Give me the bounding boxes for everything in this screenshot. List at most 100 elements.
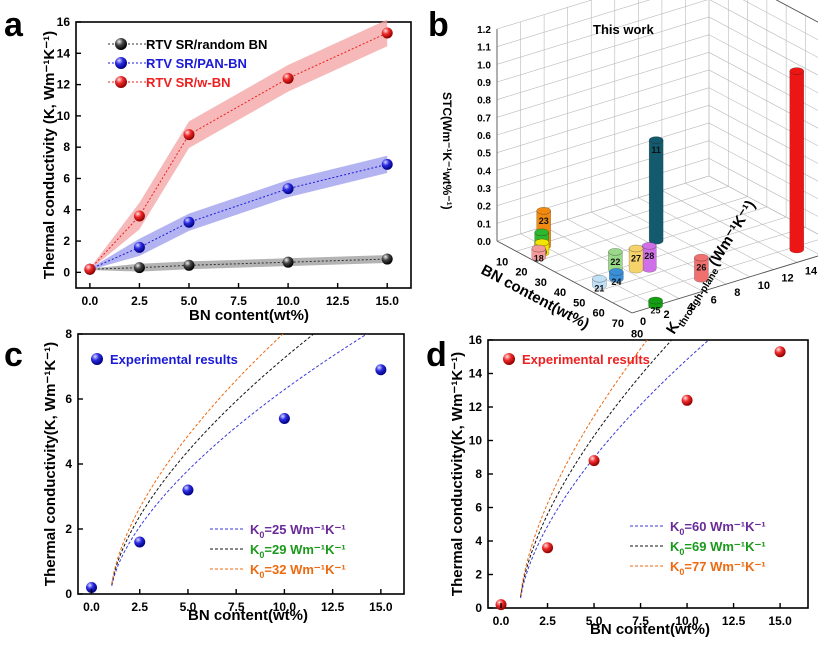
x-tick-label: 10.0 xyxy=(273,600,297,614)
z-tick-label: 0.1 xyxy=(477,219,491,230)
floor-grid-line xyxy=(535,196,748,262)
wall-grid-line xyxy=(496,0,818,47)
y-tick-label: 8 xyxy=(63,140,70,154)
z-tick-label: 0.5 xyxy=(477,149,491,160)
bar-top xyxy=(648,296,663,305)
y-tick-label: 0 xyxy=(640,316,646,328)
fit-curve-0 xyxy=(520,340,710,599)
bar-value-label: 28 xyxy=(644,251,654,261)
y-tick-label: 6 xyxy=(711,294,717,306)
x-tick-label: 7.5 xyxy=(228,600,245,614)
x-tick-label: 10.0 xyxy=(276,294,300,308)
data-point xyxy=(588,455,600,467)
floor-grid-line xyxy=(574,216,787,283)
y-tick-label: 12 xyxy=(469,400,483,414)
fit-legend-label-0: K0=25 Wm⁻¹K⁻¹ xyxy=(250,522,346,540)
panel-a-x-label: BN content(wt%) xyxy=(189,307,309,324)
panel-a-y-ticks: 0 2 4 6 8 10 12 14 16 xyxy=(57,15,81,279)
wall-grid-line xyxy=(496,69,818,136)
floor-grid-line xyxy=(661,190,798,263)
panel-c-legend-marker xyxy=(91,353,103,365)
panel-c-x-label: BN content(wt%) xyxy=(188,607,308,624)
panel-c-fit-legend: K0=25 Wm⁻¹K⁻¹ K0=29 Wm⁻¹K⁻¹ K0=32 Wm⁻¹K⁻¹ xyxy=(210,522,346,580)
x-tick-label: 12.5 xyxy=(326,294,350,308)
frame-edge xyxy=(631,255,818,314)
x-tick-label: 2.5 xyxy=(131,600,148,614)
data-point xyxy=(542,542,554,554)
x-tick-label: 60 xyxy=(592,308,604,320)
wall-grid-line xyxy=(496,0,818,65)
z-tick-label: 1.1 xyxy=(477,43,491,54)
data-point xyxy=(133,210,145,222)
data-point xyxy=(381,27,393,39)
y-tick-label: 14 xyxy=(805,265,818,277)
bar-top xyxy=(592,274,607,283)
legend-label-random-bn: RTV SR/random BN xyxy=(146,37,267,52)
legend-label-pan-bn: RTV SR/PAN-BN xyxy=(146,56,247,71)
z-tick-label: 0.3 xyxy=(477,184,491,195)
x-tick-label: 70 xyxy=(612,318,624,330)
y-tick-label: 14 xyxy=(469,367,483,381)
panel-d-y-ticks: 0 2 4 6 8 10 12 14 16 xyxy=(469,333,493,615)
x-tick-label: 0.0 xyxy=(82,294,99,308)
y-tick-label: 6 xyxy=(63,171,70,185)
bar-value-label: 26 xyxy=(696,263,706,273)
data-point xyxy=(282,72,294,84)
y-tick-label: 2 xyxy=(475,568,482,582)
panel-b-x-ticks: 10 20 30 40 50 60 70 80 xyxy=(496,256,643,340)
panel-d-legend-label: Experimental results xyxy=(522,352,650,367)
bar-top xyxy=(789,67,805,75)
panel-a-points xyxy=(84,27,393,275)
x-tick-label: 12.5 xyxy=(722,614,746,628)
x-tick-label: 7.5 xyxy=(230,294,247,308)
panel-c-legend-label: Experimental results xyxy=(110,352,238,367)
x-tick-label: 50 xyxy=(573,297,585,309)
data-point xyxy=(182,484,194,496)
data-point xyxy=(134,536,146,548)
x-tick-label: 15.0 xyxy=(768,614,792,628)
y-tick-label: 4 xyxy=(687,302,694,314)
y-tick-label: 0 xyxy=(475,601,482,615)
bar-11: 11 xyxy=(648,136,664,245)
y-tick-label: 2 xyxy=(63,234,70,248)
y-tick-label: 8 xyxy=(65,327,72,341)
bar-top xyxy=(536,207,551,215)
data-point xyxy=(183,129,195,141)
bar-top xyxy=(694,253,709,262)
bar-value-label: 18 xyxy=(534,254,544,264)
x-tick-label: 40 xyxy=(554,287,566,299)
fit-legend-label-1: K0=29 Wm⁻¹K⁻¹ xyxy=(250,542,346,560)
series-line-0 xyxy=(89,258,388,270)
z-tick-label: 0.4 xyxy=(477,166,491,177)
bar-top xyxy=(608,248,623,256)
legend-label-w-bn: RTV SR/w-BN xyxy=(146,75,231,90)
wall-grid-line xyxy=(496,34,818,100)
y-tick-label: 10 xyxy=(57,109,71,123)
y-tick-label: 0 xyxy=(65,587,72,601)
y-tick-label: 6 xyxy=(475,501,482,515)
panel-c-chart: 0.0 2.5 5.0 7.5 10.0 12.5 15.0 0 2 4 6 8 Experimen… xyxy=(42,327,405,624)
bar-top xyxy=(642,242,657,250)
panel-c-y-ticks: 0 2 4 6 8 xyxy=(65,327,83,601)
data-point xyxy=(183,216,195,228)
fit-legend-label-2: K0=32 Wm⁻¹K⁻¹ xyxy=(250,562,346,580)
fit-legend-label-0: K0=60 Wm⁻¹K⁻¹ xyxy=(670,519,766,537)
floor-grid-line xyxy=(516,185,729,252)
legend-marker-w-bn xyxy=(115,76,127,88)
panel-c-points xyxy=(86,364,387,593)
panel-c-fit-curves xyxy=(111,334,368,586)
series-band-2 xyxy=(89,19,388,271)
z-tick-label: 1.0 xyxy=(477,60,491,71)
x-tick-label: 15.0 xyxy=(376,294,400,308)
data-point xyxy=(282,256,294,268)
y-tick-label: 2 xyxy=(664,309,670,321)
x-tick-label: 15.0 xyxy=(369,600,393,614)
floor-grid-line xyxy=(612,239,818,304)
data-point xyxy=(282,183,294,195)
panel-d-fit-curves xyxy=(520,340,710,599)
x-tick-label: 2.5 xyxy=(131,294,148,308)
y-tick-label: 0 xyxy=(63,265,70,279)
data-point xyxy=(86,582,98,593)
bar-value-label: 25 xyxy=(651,305,661,315)
